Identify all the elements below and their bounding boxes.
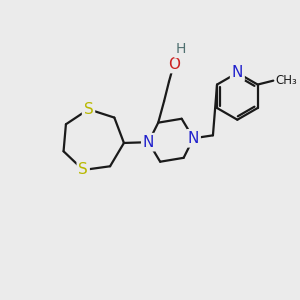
Text: N: N: [143, 135, 154, 150]
Text: O: O: [168, 56, 180, 71]
Text: N: N: [188, 131, 199, 146]
Text: S: S: [78, 163, 88, 178]
Text: H: H: [176, 42, 186, 56]
Text: S: S: [84, 102, 93, 117]
Text: N: N: [232, 65, 243, 80]
Text: CH₃: CH₃: [275, 74, 297, 87]
